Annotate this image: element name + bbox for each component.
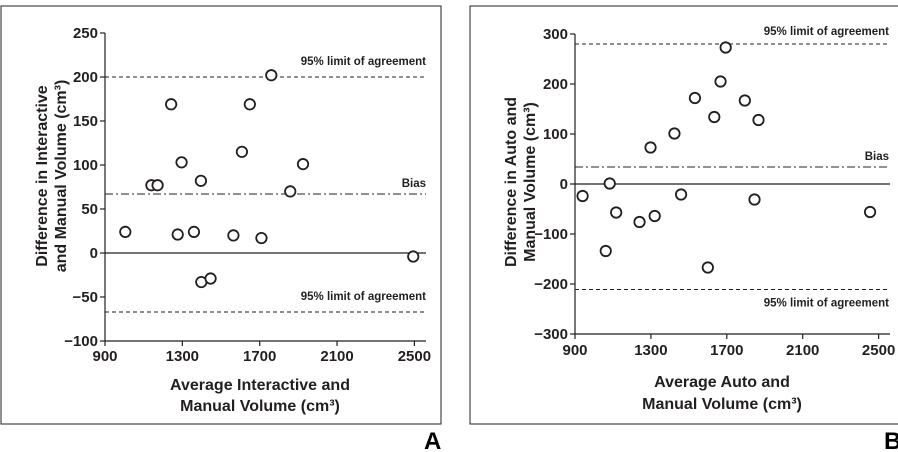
panel-a-x-tick-label: 2500 xyxy=(398,348,431,365)
panel-b-data-point xyxy=(688,91,702,105)
panel-a-ylabel-line2: and Manual Volume (cm³) xyxy=(53,80,70,273)
panel-a-data-point xyxy=(243,98,256,111)
panel-a-data-point xyxy=(194,174,208,187)
panel-b-border xyxy=(469,5,898,425)
panel-a-y-tick-label: 50 xyxy=(81,201,98,218)
panel-a-y-tick-label: 0 xyxy=(90,245,98,262)
panel-b-y-tick-label: −200 xyxy=(534,276,568,293)
panel-b-data-point xyxy=(738,94,751,107)
panel-a-data-point xyxy=(165,98,178,111)
panel-b-upper-limit-label: 95% limit of agreement xyxy=(764,26,889,38)
panel-a-y-tick-label: 200 xyxy=(73,69,98,86)
panel-b-x-tick-label: 900 xyxy=(562,342,587,359)
panel-a-data-point xyxy=(151,179,164,192)
panel-a-data-point xyxy=(407,250,420,263)
panel-a-data-point xyxy=(119,225,132,238)
panel-a-data-point xyxy=(284,185,297,198)
panel-b-y-tick-label: −300 xyxy=(534,326,568,343)
panel-a-data-point xyxy=(175,156,188,169)
panel-b-x-tick-label: 2500 xyxy=(862,342,895,359)
panel-b-y-tick-label: 0 xyxy=(560,176,568,193)
panel-a-x-tick-label: 1700 xyxy=(243,348,276,365)
panel-b-data-point xyxy=(714,75,727,88)
panel-b-y-tick-label: 100 xyxy=(543,126,568,143)
panel-b-data-point xyxy=(603,177,616,190)
panel-b-xlabel-line1: Average Auto and xyxy=(654,374,790,391)
panel-b-data-point xyxy=(599,244,612,258)
panel-a-plot: −100 −50 0 50 100 150 200 250 900 1300 1700 2100 250… xyxy=(64,25,431,365)
panel-b-data-point xyxy=(701,261,714,274)
panel-b-x-tick-label: 2100 xyxy=(786,342,819,359)
panel-b: −300 −200 −100 0 100 200 300 900 1300 1700 2100 250… xyxy=(469,5,898,425)
panel-b-data-point xyxy=(644,141,657,154)
panel-b-data-point xyxy=(752,113,765,127)
panel-a: −100 −50 0 50 100 150 200 250 900 1300 1700 2100 250… xyxy=(0,5,442,425)
panel-b-data-point xyxy=(674,188,688,201)
panel-a-y-tick-label: −50 xyxy=(73,289,98,306)
panel-a-y-tick-label: 250 xyxy=(73,25,98,42)
panel-a-data-point xyxy=(227,229,240,242)
panel-a-data-point xyxy=(255,231,268,245)
panel-b-data-point xyxy=(748,193,761,206)
panel-a-x-tick-label: 2100 xyxy=(320,348,353,365)
panel-b-data-point xyxy=(648,209,661,223)
panel-a-lower-limit-label: 95% limit of agreement xyxy=(301,291,426,303)
panel-b-data-point xyxy=(863,205,877,219)
panel-b-data-point xyxy=(610,206,623,219)
panel-b-y-tick-label: 300 xyxy=(543,26,568,43)
panel-a-xlabel-line2: Manual Volume (cm³) xyxy=(180,398,340,415)
panel-a-y-tick-label: 150 xyxy=(73,113,98,130)
panel-a-x-tick-label: 900 xyxy=(92,348,117,365)
panel-a-data-point xyxy=(187,225,201,238)
panel-b-plot: −300 −200 −100 0 100 200 300 900 1300 1700 2100 250… xyxy=(534,26,895,359)
panel-b-data-point xyxy=(719,41,732,54)
panel-b-y-tick-label: −100 xyxy=(534,226,568,243)
panel-b-y-tick-label: 200 xyxy=(543,76,568,93)
panel-b-data-point xyxy=(633,215,646,229)
panel-b-ylabel-line2: Manual Volume (cm³) xyxy=(522,102,539,262)
panel-a-y-tick-label: 100 xyxy=(73,157,98,174)
panel-a-data-point xyxy=(171,228,184,241)
panel-a-data-point xyxy=(204,272,217,285)
panel-a-border xyxy=(0,5,442,425)
panel-a-data-point xyxy=(235,145,249,158)
panel-a-xlabel-line1: Average Interactive and xyxy=(170,377,350,394)
panel-b-lower-limit-label: 95% limit of agreement xyxy=(764,298,889,310)
panel-a-y-tick-label: −100 xyxy=(64,333,98,350)
panel-b-data-point xyxy=(668,127,681,140)
panel-a-data-point xyxy=(265,69,278,82)
panel-b-ylabel-line1: Difference in Auto and xyxy=(503,97,520,267)
panel-a-letter: A xyxy=(424,428,441,452)
panel-b-letter: B xyxy=(884,428,898,452)
panel-a-data-point xyxy=(296,158,310,171)
panel-a-upper-limit-label: 95% limit of agreement xyxy=(301,56,426,68)
panel-b-bias-label: Bias xyxy=(865,151,889,163)
panel-b-xlabel-line2: Manual Volume (cm³) xyxy=(642,396,802,413)
panel-a-bias-label: Bias xyxy=(402,178,426,190)
panel-b-x-tick-label: 1300 xyxy=(634,342,667,359)
panel-b-x-tick-label: 1700 xyxy=(710,342,743,359)
panel-a-x-tick-label: 1300 xyxy=(166,348,199,365)
panel-b-data-point xyxy=(708,110,721,124)
panel-a-ylabel-line1: Difference in Interactive xyxy=(34,85,51,267)
panel-b-data-point xyxy=(576,189,589,203)
